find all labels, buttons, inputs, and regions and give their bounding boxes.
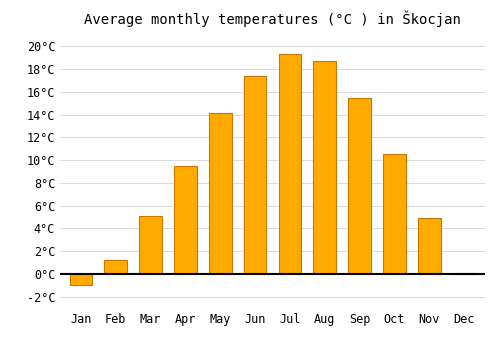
Bar xyxy=(348,98,371,274)
Bar xyxy=(140,216,162,274)
Title: Average monthly temperatures (°C ) in Škocjan: Average monthly temperatures (°C ) in Šk… xyxy=(84,10,461,27)
Bar xyxy=(209,113,232,274)
Bar xyxy=(383,154,406,274)
Bar xyxy=(174,166,197,274)
Bar xyxy=(278,54,301,274)
Bar xyxy=(418,218,440,274)
Bar xyxy=(104,260,127,274)
Bar xyxy=(70,274,92,285)
Bar xyxy=(314,61,336,274)
Bar xyxy=(453,273,475,274)
Bar xyxy=(244,76,266,274)
